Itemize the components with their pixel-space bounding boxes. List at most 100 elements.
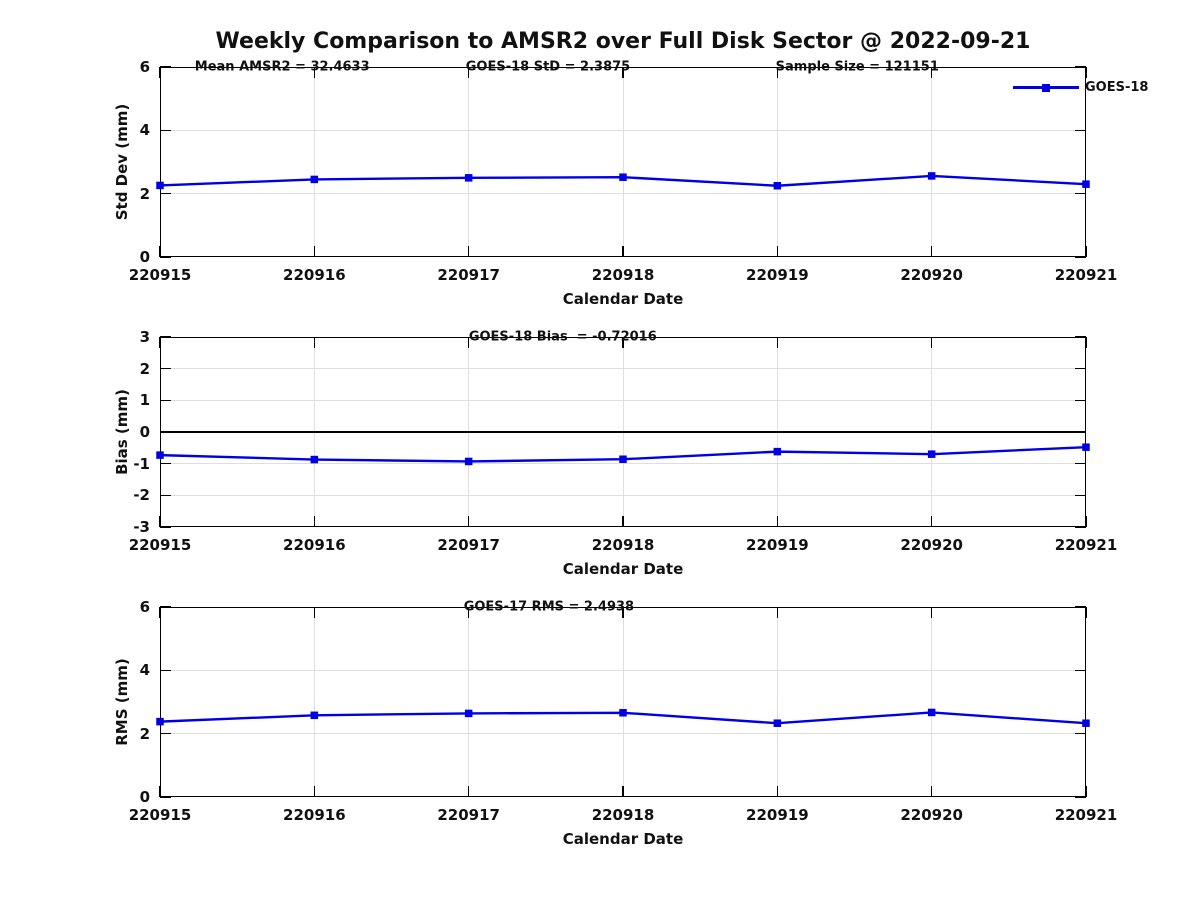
y-tick-label: 0 bbox=[139, 788, 150, 806]
y-tick-mark bbox=[1075, 431, 1086, 433]
annotation: GOES-18 Bias = -0.72016 bbox=[468, 329, 657, 345]
x-tick-mark bbox=[313, 246, 316, 257]
x-tick-mark bbox=[313, 607, 316, 618]
gridline-horizontal bbox=[160, 733, 1086, 735]
series-goes-18 bbox=[156, 172, 1090, 190]
gridline-horizontal bbox=[160, 193, 1086, 195]
data-point-marker bbox=[1082, 180, 1090, 188]
y-tick-label: 6 bbox=[139, 598, 150, 616]
y-tick-label: -2 bbox=[133, 486, 150, 505]
gridline-vertical bbox=[313, 607, 315, 797]
x-tick-label: 220917 bbox=[437, 266, 500, 284]
gridline-horizontal bbox=[160, 669, 1086, 671]
legend-line-sample bbox=[1013, 83, 1079, 92]
x-tick-mark bbox=[313, 516, 316, 527]
x-tick-label: 220918 bbox=[591, 536, 655, 554]
data-point-marker bbox=[619, 173, 627, 181]
x-tick-label: 220916 bbox=[283, 266, 346, 284]
data-point-marker bbox=[156, 181, 164, 190]
data-point-marker bbox=[310, 455, 319, 464]
y-tick-mark bbox=[160, 431, 171, 433]
data-point-marker bbox=[1082, 719, 1090, 727]
x-tick-label: 220917 bbox=[437, 536, 500, 554]
annotation: GOES-17 RMS = 2.4938 bbox=[463, 599, 635, 615]
x-tick-mark bbox=[622, 67, 624, 78]
x-tick-label: 220916 bbox=[283, 806, 346, 824]
data-point-marker bbox=[927, 172, 936, 180]
x-tick-label: 220920 bbox=[900, 806, 963, 824]
legend-marker bbox=[1042, 83, 1050, 92]
data-point-marker bbox=[927, 708, 936, 717]
series-goes-18 bbox=[156, 443, 1090, 466]
y-tick-mark bbox=[160, 732, 171, 735]
gridline-vertical bbox=[468, 67, 470, 257]
x-tick-mark bbox=[467, 246, 470, 257]
y-axis-title: Std Dev (mm) bbox=[113, 103, 131, 221]
y-tick-mark bbox=[160, 129, 171, 132]
x-tick-mark bbox=[930, 337, 933, 348]
x-tick-mark bbox=[776, 786, 779, 797]
annotation: Sample Size = 121151 bbox=[775, 59, 939, 75]
x-axis-title: Calendar Date bbox=[562, 830, 684, 848]
x-axis-title: Calendar Date bbox=[562, 560, 684, 578]
chart-title: Weekly Comparison to AMSR2 over Full Dis… bbox=[215, 29, 1031, 54]
data-point-marker bbox=[773, 447, 782, 456]
x-tick-mark bbox=[776, 607, 779, 618]
y-tick-label: 2 bbox=[139, 724, 150, 743]
panel-std_dev: 220915 220916 220917 220918 220919 220920 2209… bbox=[113, 58, 1117, 308]
x-tick-mark bbox=[313, 67, 316, 78]
y-tick-label: 0 bbox=[139, 248, 150, 266]
x-tick-mark bbox=[776, 516, 779, 527]
x-tick-mark bbox=[776, 246, 779, 257]
x-tick-mark bbox=[467, 337, 470, 348]
y-tick-mark bbox=[160, 462, 171, 465]
x-tick-label: 220920 bbox=[900, 536, 963, 554]
data-point-marker bbox=[773, 182, 782, 190]
y-tick-label: 2 bbox=[139, 359, 150, 378]
gridline-vertical bbox=[931, 607, 933, 797]
x-tick-mark bbox=[930, 607, 933, 618]
gridline-vertical bbox=[931, 67, 933, 257]
data-point-marker bbox=[464, 709, 473, 718]
gridline-vertical bbox=[776, 607, 778, 797]
gridline-vertical bbox=[622, 607, 624, 797]
y-tick-mark bbox=[1075, 367, 1086, 370]
x-tick-mark bbox=[622, 786, 624, 797]
y-tick-mark bbox=[160, 399, 171, 402]
x-tick-label: 220917 bbox=[437, 806, 500, 824]
y-tick-label: -3 bbox=[133, 518, 150, 536]
x-tick-mark bbox=[930, 246, 933, 257]
y-tick-mark bbox=[160, 669, 171, 672]
x-tick-mark bbox=[622, 607, 624, 618]
x-tick-label: 220915 bbox=[128, 806, 192, 824]
y-axis-title: Bias (mm) bbox=[113, 389, 131, 475]
data-point-marker bbox=[156, 717, 164, 726]
series-goes-18 bbox=[156, 708, 1090, 727]
y-tick-label: 0 bbox=[139, 423, 150, 441]
data-point-marker bbox=[156, 451, 164, 459]
x-tick-label: 220915 bbox=[128, 536, 192, 554]
x-tick-mark bbox=[776, 67, 779, 78]
data-point-marker bbox=[773, 719, 782, 727]
x-tick-mark bbox=[313, 337, 316, 348]
data-point-marker bbox=[927, 450, 936, 458]
gridline-horizontal bbox=[160, 129, 1086, 131]
data-point-marker bbox=[464, 457, 473, 466]
data-point-marker bbox=[464, 174, 473, 182]
y-tick-mark bbox=[1075, 732, 1086, 735]
gridline-horizontal bbox=[160, 463, 1086, 465]
x-tick-mark bbox=[467, 607, 470, 618]
gridline-vertical bbox=[776, 67, 778, 257]
y-tick-mark bbox=[1075, 399, 1086, 402]
data-point-marker bbox=[1082, 443, 1090, 451]
data-point-marker bbox=[310, 711, 319, 720]
y-tick-label: 4 bbox=[139, 661, 150, 680]
x-tick-mark bbox=[622, 516, 624, 527]
x-tick-label: 220919 bbox=[746, 536, 809, 554]
x-tick-label: 220918 bbox=[591, 806, 655, 824]
y-tick-mark bbox=[1075, 129, 1086, 132]
y-tick-label: 1 bbox=[139, 391, 150, 410]
x-tick-mark bbox=[313, 786, 316, 797]
panel-bias: 220915 220916 220917 220918 220919 220920 2209… bbox=[113, 328, 1117, 578]
y-axis-title: RMS (mm) bbox=[113, 658, 131, 746]
